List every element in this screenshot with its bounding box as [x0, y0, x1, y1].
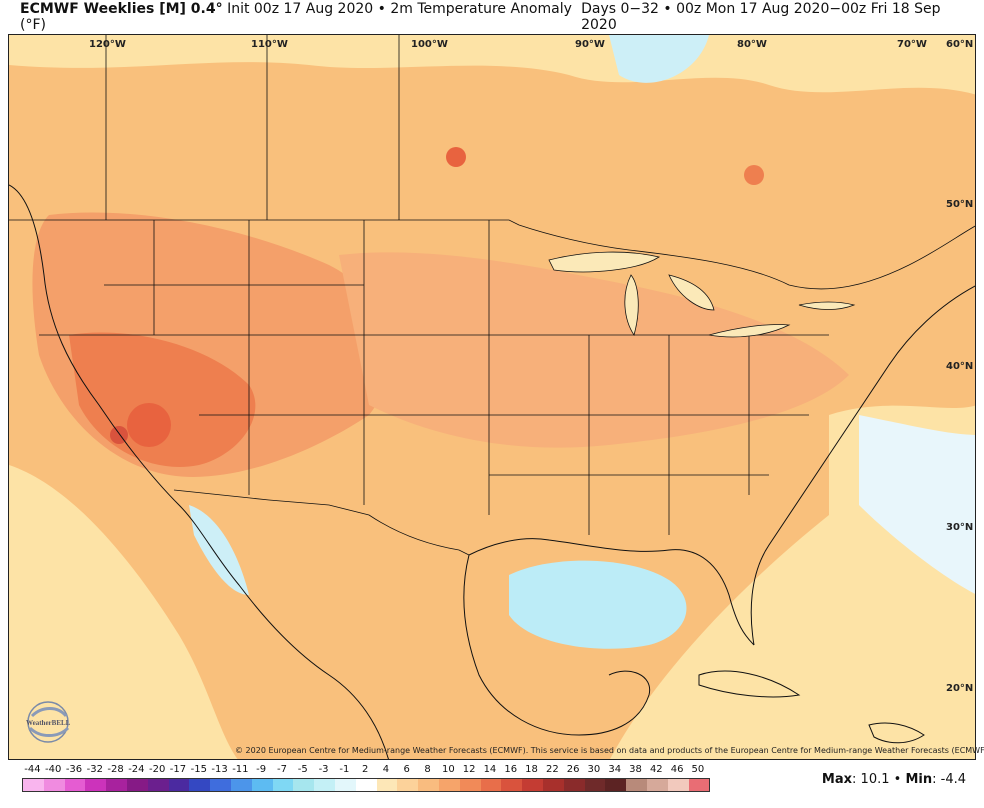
colorbar-label: 14	[480, 764, 501, 778]
colorbar-swatch	[127, 779, 148, 791]
colorbar-swatch	[231, 779, 252, 791]
map-canvas	[9, 35, 976, 760]
colorbar-swatch	[418, 779, 439, 791]
colorbar-swatch	[293, 779, 314, 791]
colorbar-label: -24	[126, 764, 147, 778]
colorbar-label: 8	[417, 764, 438, 778]
anomaly-hotspot-california	[110, 426, 128, 444]
colorbar-swatch	[189, 779, 210, 791]
colorbar-swatch	[356, 779, 377, 791]
copyright-notice: © 2020 European Centre for Medium-range …	[235, 746, 984, 755]
colorbar-swatch	[481, 779, 502, 791]
header-left: ECMWF Weeklies [M] 0.4° Init 00z 17 Aug …	[20, 1, 581, 33]
colorbar-label: 6	[396, 764, 417, 778]
colorbar-label: -11	[230, 764, 251, 778]
colorbar-swatch	[273, 779, 294, 791]
lat-label-50n: 50°N	[946, 199, 973, 210]
colorbar-label: -20	[147, 764, 168, 778]
colorbar-swatch	[23, 779, 44, 791]
lat-label-30n: 30°N	[946, 522, 973, 533]
min-label: Min	[905, 772, 932, 787]
colorbar-label: -5	[292, 764, 313, 778]
colorbar-swatch	[460, 779, 481, 791]
colorbar-swatch	[397, 779, 418, 791]
max-value: 10.1	[861, 772, 890, 787]
forecast-period: Days 0−32 • 00z Mon 17 Aug 2020−00z Fri …	[581, 1, 966, 33]
max-min-readout: Max: 10.1 • Min: -4.4	[822, 772, 966, 787]
colorbar-label: 42	[646, 764, 667, 778]
colorbar-label: 18	[521, 764, 542, 778]
colorbar-label: -1	[334, 764, 355, 778]
lon-label-90w: 90°W	[575, 39, 605, 50]
lon-label-120w: 120°W	[89, 39, 126, 50]
colorbar-label: -36	[64, 764, 85, 778]
colorbar-label: -15	[188, 764, 209, 778]
colorbar-swatch	[585, 779, 606, 791]
colorbar-swatch	[65, 779, 86, 791]
temperature-anomaly-map: 120°W 110°W 100°W 90°W 80°W 70°W 60°N 50…	[8, 34, 976, 760]
colorbar-label: 10	[438, 764, 459, 778]
colorbar-swatch	[252, 779, 273, 791]
colorbar-label: 34	[604, 764, 625, 778]
colorbar-swatch	[377, 779, 398, 791]
colorbar-swatch	[605, 779, 626, 791]
colorbar-label: 16	[500, 764, 521, 778]
colorbar-label: -13	[209, 764, 230, 778]
colorbar-label: 22	[542, 764, 563, 778]
colorbar-swatch	[626, 779, 647, 791]
lat-label-60n: 60°N	[946, 39, 973, 50]
colorbar-swatch	[148, 779, 169, 791]
anomaly-hotspot-nevada	[127, 403, 171, 447]
colorbar-swatch	[169, 779, 190, 791]
colorbar-label: 38	[625, 764, 646, 778]
colorbar-swatch	[106, 779, 127, 791]
colorbar-legend: -44 -40 -36 -32 -28 -24 -20 -17 -15 -13 …	[22, 764, 710, 792]
lon-label-80w: 80°W	[737, 39, 767, 50]
colorbar-swatch	[647, 779, 668, 791]
colorbar-swatch	[668, 779, 689, 791]
svg-text:WeatherBELL: WeatherBELL	[26, 719, 71, 727]
colorbar-label: -40	[43, 764, 64, 778]
colorbar-labels: -44 -40 -36 -32 -28 -24 -20 -17 -15 -13 …	[22, 764, 710, 778]
colorbar-swatch	[439, 779, 460, 791]
lat-label-40n: 40°N	[946, 361, 973, 372]
colorbar-label: 12	[459, 764, 480, 778]
colorbar-label: -9	[251, 764, 272, 778]
colorbar-label: 50	[688, 764, 709, 778]
colorbar-swatch	[210, 779, 231, 791]
lon-label-70w: 70°W	[897, 39, 927, 50]
max-label: Max	[822, 772, 852, 787]
colorbar-label: 2	[355, 764, 376, 778]
colorbar-swatches	[22, 778, 710, 792]
weatherbell-logo: WeatherBELL	[22, 698, 80, 746]
colorbar-label: 4	[376, 764, 397, 778]
lon-label-110w: 110°W	[251, 39, 288, 50]
colorbar-swatch	[44, 779, 65, 791]
colorbar-label: -3	[313, 764, 334, 778]
colorbar-swatch	[314, 779, 335, 791]
colorbar-label: -44	[22, 764, 43, 778]
colorbar-label: -7	[272, 764, 293, 778]
colorbar-label: 46	[667, 764, 688, 778]
colorbar-swatch	[689, 779, 710, 791]
stats-separator: •	[894, 772, 902, 787]
colorbar-label: 30	[584, 764, 605, 778]
min-value: -4.4	[941, 772, 966, 787]
colorbar-label: -17	[168, 764, 189, 778]
anomaly-hotspot-ontario	[744, 165, 764, 185]
colorbar-label: 26	[563, 764, 584, 778]
colorbar-swatch	[543, 779, 564, 791]
map-header: ECMWF Weeklies [M] 0.4° Init 00z 17 Aug …	[0, 0, 984, 34]
lat-label-20n: 20°N	[946, 683, 973, 694]
colorbar-swatch	[522, 779, 543, 791]
map-title: ECMWF Weeklies [M] 0.4°	[20, 1, 223, 17]
colorbar-swatch	[85, 779, 106, 791]
colorbar-swatch	[335, 779, 356, 791]
colorbar-swatch	[501, 779, 522, 791]
colorbar-label: -28	[105, 764, 126, 778]
colorbar-swatch	[564, 779, 585, 791]
anomaly-hotspot-dakotas	[446, 147, 466, 167]
colorbar-label: -32	[84, 764, 105, 778]
lon-label-100w: 100°W	[411, 39, 448, 50]
